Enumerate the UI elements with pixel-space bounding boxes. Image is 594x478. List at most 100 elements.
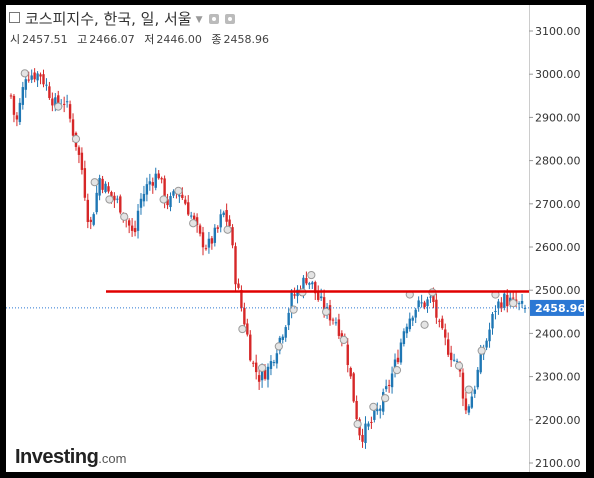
candle-body [201, 232, 205, 248]
candle-body [373, 409, 376, 420]
candle-body [68, 104, 72, 119]
chart-frame: 3100.00 3000.00 2900.00 2800.00 2700.00 2600.… [6, 5, 586, 472]
candle-body [198, 225, 202, 234]
candle-body [331, 319, 335, 321]
collapse-box-icon[interactable] [9, 12, 20, 23]
y-tick-label: 3000.00 [535, 68, 581, 81]
event-marker [454, 361, 464, 370]
candle-body [429, 296, 432, 298]
candle-body [364, 423, 367, 443]
candle-body [101, 178, 104, 190]
candle-body [302, 277, 305, 292]
candle-body [467, 406, 471, 413]
candle-body [98, 177, 101, 196]
settings-icon[interactable] [208, 14, 219, 24]
investing-logo: Investing.com [15, 446, 126, 469]
candle-body [260, 368, 264, 381]
candle-body [396, 357, 400, 363]
candle-body [213, 227, 217, 243]
close-value: 2458.96 [223, 33, 270, 46]
candle-body [24, 79, 27, 90]
open-value: 2457.51 [22, 33, 68, 46]
candle-body [130, 225, 134, 231]
event-marker [420, 320, 429, 329]
candle-body [334, 322, 338, 324]
candlestick-chart[interactable]: 3100.00 3000.00 2900.00 2800.00 2700.00 2600.… [6, 5, 586, 472]
instrument-title: 코스피지수, 한국, 일, 서울 [25, 10, 192, 28]
y-tick-label: 2900.00 [535, 111, 581, 124]
candle-body [393, 359, 397, 372]
candle-body [511, 297, 515, 299]
candle-body [228, 219, 231, 227]
candle-body [517, 303, 521, 305]
candle-body [349, 367, 352, 377]
candle-body [444, 329, 447, 338]
candle-body [379, 408, 382, 411]
candle-body [243, 307, 246, 325]
event-marker [159, 195, 168, 204]
candle-body [284, 327, 287, 338]
candle-body [30, 75, 33, 80]
y-tick-label: 2200.00 [535, 414, 581, 427]
candle-body [319, 296, 323, 299]
candle-body [172, 191, 175, 196]
candle-body [438, 320, 441, 322]
candle-body [145, 184, 149, 195]
event-marker [257, 363, 267, 373]
candle-body [322, 297, 326, 312]
candle-body [33, 72, 36, 80]
candle-body [269, 361, 273, 369]
candle-body [207, 238, 211, 248]
candle-body [382, 392, 385, 412]
candle-body [405, 326, 409, 334]
event-marker [189, 219, 198, 228]
low-value: 2446.00 [156, 33, 202, 46]
candle-body [210, 238, 214, 244]
candle-body [45, 84, 48, 86]
y-tick-label: 2800.00 [535, 155, 581, 168]
candle-body [370, 421, 373, 423]
candle-body [414, 309, 417, 318]
event-marker [20, 69, 29, 78]
candle-body [54, 97, 57, 107]
event-marker [369, 402, 378, 411]
last-price-tag [530, 299, 584, 316]
candle-body [293, 294, 296, 296]
candle-body [113, 195, 116, 201]
candle-body [187, 202, 190, 215]
candle-body [36, 73, 39, 81]
dropdown-caret-icon[interactable]: ▼ [195, 15, 203, 25]
candle-body [503, 293, 506, 308]
event-marker [464, 385, 473, 394]
refresh-icon[interactable] [224, 14, 235, 24]
logo-brand: Investing [15, 446, 99, 468]
event-marker [307, 270, 316, 280]
candle-body [500, 302, 503, 309]
y-tick-label: 3100.00 [535, 25, 581, 38]
candle-body [166, 199, 169, 206]
candle-body [148, 181, 152, 185]
candle-body [83, 168, 87, 198]
candle-body [479, 351, 482, 373]
event-marker [353, 420, 362, 429]
y-tick-label: 2400.00 [535, 327, 581, 340]
event-marker [174, 186, 183, 195]
ohlc-readout: 시 2457.51 고 2466.07 저 2446.00 종 2458.96 [10, 31, 275, 47]
candle-body [181, 194, 184, 199]
candle-body [446, 339, 450, 355]
event-marker [54, 102, 63, 111]
candle-body [420, 302, 423, 304]
candle-body [62, 103, 66, 105]
candle-body [384, 386, 388, 390]
event-marker [509, 299, 518, 308]
candle-body [417, 300, 420, 307]
candle-body [192, 215, 196, 220]
candle-body [237, 283, 240, 288]
candle-body [225, 210, 228, 222]
candle-body [195, 217, 199, 225]
candle-body [317, 292, 320, 300]
event-marker [392, 366, 402, 375]
candle-body [402, 331, 406, 345]
candle-body [449, 352, 453, 361]
candle-body [257, 375, 261, 382]
